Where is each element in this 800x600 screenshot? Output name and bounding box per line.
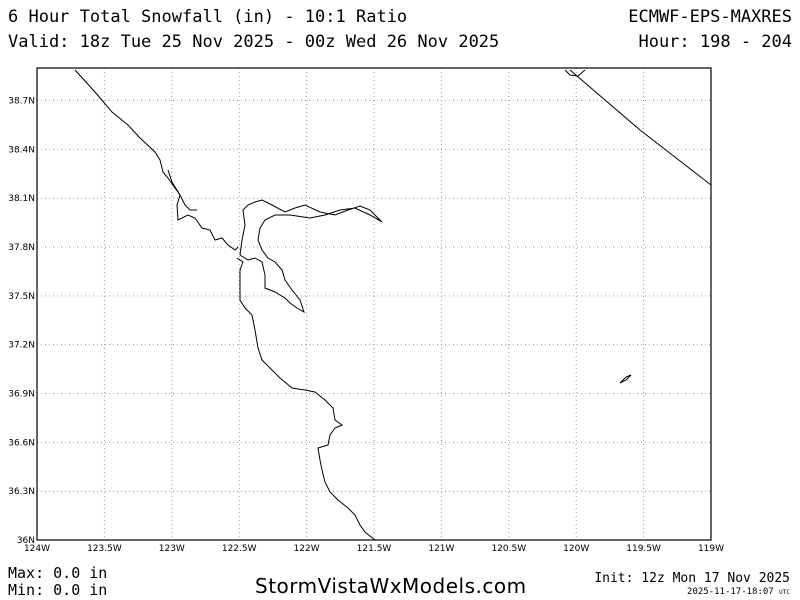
brand-link[interactable]: StormVistaWxModels.com — [255, 574, 527, 598]
coastline-hotchkiss — [564, 69, 586, 77]
lon-tick-label: 120W — [563, 544, 589, 554]
longitude-tick-labels: 124W 123.5W 123W 122.5W 122W 121.5W 121W 120.5W… — [24, 544, 724, 554]
forecast-hour: Hour: 198 - 204 — [638, 32, 792, 52]
lon-tick-label: 121W — [428, 544, 454, 554]
lon-tick-label: 122W — [294, 544, 320, 554]
lon-tick-label: 123.5W — [87, 544, 122, 554]
lon-tick-label: 124W — [24, 544, 50, 554]
lon-tick-label: 121.5W — [357, 544, 392, 554]
lat-tick-label: 37.8N — [8, 243, 35, 253]
generated-time: 2025-11-17-18:07 — [687, 587, 774, 597]
generated-timezone: UTC — [779, 589, 790, 596]
coastline — [74, 69, 712, 541]
lake-shoreline-tahoe-region — [569, 69, 712, 186]
init-time: Init: 12z Mon 17 Nov 2025 — [594, 571, 790, 586]
lat-tick-label: 36N — [17, 536, 35, 546]
lon-tick-label: 123W — [159, 544, 185, 554]
lat-tick-label: 36.9N — [8, 390, 35, 400]
lat-tick-label: 36.6N — [8, 438, 35, 448]
lake-small — [619, 374, 632, 384]
latitude-tick-labels: 36N 36.3N 36.6N 36.9N 37.2N 37.5N 37.8N 38.1N 38… — [8, 97, 35, 546]
valid-period: Valid: 18z Tue 25 Nov 2025 - 00z Wed 26 … — [8, 32, 500, 52]
min-value: Min: 0.0 in — [8, 581, 108, 599]
model-name: ECMWF-EPS-MAXRES — [628, 7, 792, 27]
lat-tick-label: 37.5N — [8, 292, 35, 302]
lat-tick-label: 36.3N — [8, 487, 35, 497]
coastline-point-reyes — [167, 169, 239, 251]
lon-tick-label: 122.5W — [222, 544, 257, 554]
generated-timestamp: 2025-11-17-18:07 UTC — [687, 588, 790, 597]
coastline-sf-peninsula — [236, 257, 376, 541]
lon-tick-label: 120.5W — [491, 544, 526, 554]
coastline-north-coast — [74, 69, 197, 211]
lat-tick-label: 37.2N — [8, 341, 35, 351]
map-grid — [37, 68, 711, 540]
max-value: Max: 0.0 in — [8, 564, 108, 582]
lon-tick-label: 119W — [698, 544, 724, 554]
lat-tick-label: 38.1N — [8, 194, 35, 204]
product-title: 6 Hour Total Snowfall (in) - 10:1 Ratio — [8, 7, 408, 27]
lat-tick-label: 38.4N — [8, 145, 35, 155]
lat-tick-label: 38.7N — [8, 97, 35, 107]
map-frame — [36, 67, 712, 541]
lon-tick-label: 119.5W — [626, 544, 661, 554]
coastline-sf-bay — [239, 199, 383, 314]
